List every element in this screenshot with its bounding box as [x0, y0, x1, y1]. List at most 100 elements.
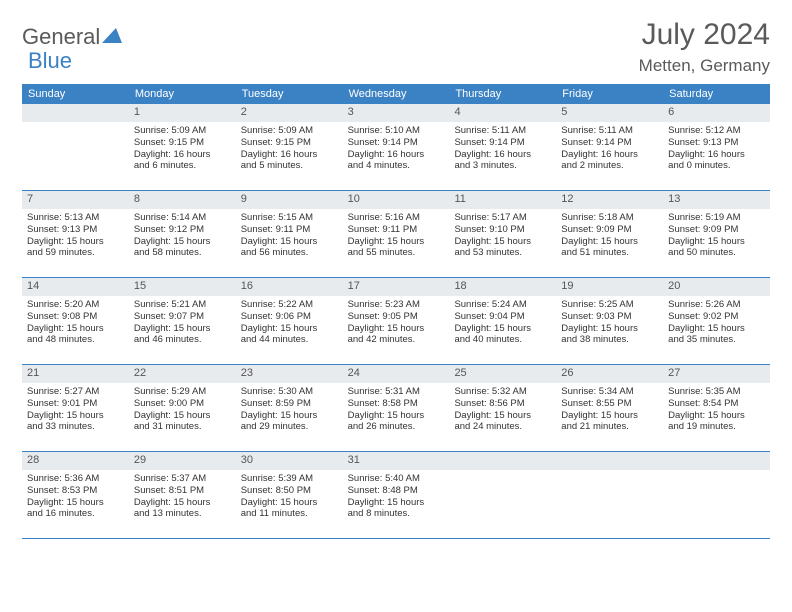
- day-line-d2: and 31 minutes.: [134, 421, 231, 433]
- day-number: 6: [663, 104, 770, 122]
- day-line-sunset: Sunset: 8:56 PM: [454, 398, 551, 410]
- day-line-d1: Daylight: 16 hours: [241, 149, 338, 161]
- day-body: Sunrise: 5:16 AMSunset: 9:11 PMDaylight:…: [343, 209, 450, 265]
- day-cell: 8Sunrise: 5:14 AMSunset: 9:12 PMDaylight…: [129, 191, 236, 277]
- day-cell: 19Sunrise: 5:25 AMSunset: 9:03 PMDayligh…: [556, 278, 663, 364]
- day-line-sunrise: Sunrise: 5:27 AM: [27, 386, 124, 398]
- day-line-sunset: Sunset: 9:15 PM: [241, 137, 338, 149]
- day-line-d1: Daylight: 15 hours: [134, 323, 231, 335]
- day-line-sunset: Sunset: 9:08 PM: [27, 311, 124, 323]
- week-row: 28Sunrise: 5:36 AMSunset: 8:53 PMDayligh…: [22, 452, 770, 539]
- day-line-d1: Daylight: 15 hours: [27, 497, 124, 509]
- day-body: Sunrise: 5:35 AMSunset: 8:54 PMDaylight:…: [663, 383, 770, 439]
- day-line-d1: Daylight: 15 hours: [134, 410, 231, 422]
- day-number: 20: [663, 278, 770, 296]
- day-line-d2: and 58 minutes.: [134, 247, 231, 259]
- day-line-sunrise: Sunrise: 5:17 AM: [454, 212, 551, 224]
- day-line-sunrise: Sunrise: 5:16 AM: [348, 212, 445, 224]
- day-line-d2: and 51 minutes.: [561, 247, 658, 259]
- day-line-d1: Daylight: 15 hours: [348, 410, 445, 422]
- day-line-d1: Daylight: 16 hours: [454, 149, 551, 161]
- day-body: Sunrise: 5:32 AMSunset: 8:56 PMDaylight:…: [449, 383, 556, 439]
- day-line-sunrise: Sunrise: 5:12 AM: [668, 125, 765, 137]
- day-line-d2: and 46 minutes.: [134, 334, 231, 346]
- day-line-d2: and 11 minutes.: [241, 508, 338, 520]
- day-line-sunset: Sunset: 8:55 PM: [561, 398, 658, 410]
- day-line-d2: and 56 minutes.: [241, 247, 338, 259]
- day-line-sunrise: Sunrise: 5:14 AM: [134, 212, 231, 224]
- day-line-sunset: Sunset: 9:14 PM: [454, 137, 551, 149]
- day-body: Sunrise: 5:09 AMSunset: 9:15 PMDaylight:…: [129, 122, 236, 178]
- day-line-d1: Daylight: 15 hours: [241, 323, 338, 335]
- weekday-label: Saturday: [663, 84, 770, 104]
- day-body: Sunrise: 5:19 AMSunset: 9:09 PMDaylight:…: [663, 209, 770, 265]
- day-line-d1: Daylight: 15 hours: [348, 497, 445, 509]
- day-line-d2: and 59 minutes.: [27, 247, 124, 259]
- day-line-sunset: Sunset: 9:01 PM: [27, 398, 124, 410]
- day-line-sunset: Sunset: 9:05 PM: [348, 311, 445, 323]
- day-line-sunrise: Sunrise: 5:11 AM: [561, 125, 658, 137]
- day-line-sunrise: Sunrise: 5:40 AM: [348, 473, 445, 485]
- day-number: 8: [129, 191, 236, 209]
- day-line-d1: Daylight: 15 hours: [454, 410, 551, 422]
- day-line-d1: Daylight: 15 hours: [134, 497, 231, 509]
- day-line-sunrise: Sunrise: 5:37 AM: [134, 473, 231, 485]
- day-line-sunrise: Sunrise: 5:21 AM: [134, 299, 231, 311]
- day-line-d1: Daylight: 15 hours: [241, 497, 338, 509]
- day-body: Sunrise: 5:12 AMSunset: 9:13 PMDaylight:…: [663, 122, 770, 178]
- day-body: Sunrise: 5:13 AMSunset: 9:13 PMDaylight:…: [22, 209, 129, 265]
- day-line-d2: and 29 minutes.: [241, 421, 338, 433]
- day-line-d2: and 16 minutes.: [27, 508, 124, 520]
- day-line-d1: Daylight: 15 hours: [561, 236, 658, 248]
- day-line-sunrise: Sunrise: 5:23 AM: [348, 299, 445, 311]
- day-number: 19: [556, 278, 663, 296]
- day-line-d1: Daylight: 16 hours: [561, 149, 658, 161]
- day-cell: 1Sunrise: 5:09 AMSunset: 9:15 PMDaylight…: [129, 104, 236, 190]
- day-line-d2: and 19 minutes.: [668, 421, 765, 433]
- day-body: Sunrise: 5:20 AMSunset: 9:08 PMDaylight:…: [22, 296, 129, 352]
- weekday-row: SundayMondayTuesdayWednesdayThursdayFrid…: [22, 84, 770, 104]
- day-number: 2: [236, 104, 343, 122]
- day-line-d2: and 44 minutes.: [241, 334, 338, 346]
- day-line-sunrise: Sunrise: 5:15 AM: [241, 212, 338, 224]
- day-body: Sunrise: 5:17 AMSunset: 9:10 PMDaylight:…: [449, 209, 556, 265]
- day-line-d2: and 53 minutes.: [454, 247, 551, 259]
- day-line-d2: and 5 minutes.: [241, 160, 338, 172]
- day-line-sunset: Sunset: 9:04 PM: [454, 311, 551, 323]
- day-body: Sunrise: 5:40 AMSunset: 8:48 PMDaylight:…: [343, 470, 450, 526]
- day-body: Sunrise: 5:21 AMSunset: 9:07 PMDaylight:…: [129, 296, 236, 352]
- day-line-sunrise: Sunrise: 5:34 AM: [561, 386, 658, 398]
- day-cell: 23Sunrise: 5:30 AMSunset: 8:59 PMDayligh…: [236, 365, 343, 451]
- day-line-sunrise: Sunrise: 5:26 AM: [668, 299, 765, 311]
- day-cell: 15Sunrise: 5:21 AMSunset: 9:07 PMDayligh…: [129, 278, 236, 364]
- day-line-sunset: Sunset: 9:02 PM: [668, 311, 765, 323]
- day-line-d1: Daylight: 15 hours: [348, 323, 445, 335]
- day-number: 17: [343, 278, 450, 296]
- day-number: 26: [556, 365, 663, 383]
- day-body: Sunrise: 5:39 AMSunset: 8:50 PMDaylight:…: [236, 470, 343, 526]
- day-body: Sunrise: 5:09 AMSunset: 9:15 PMDaylight:…: [236, 122, 343, 178]
- day-number: 12: [556, 191, 663, 209]
- day-line-d1: Daylight: 15 hours: [561, 410, 658, 422]
- day-line-d2: and 42 minutes.: [348, 334, 445, 346]
- day-line-sunset: Sunset: 9:09 PM: [668, 224, 765, 236]
- day-body: Sunrise: 5:29 AMSunset: 9:00 PMDaylight:…: [129, 383, 236, 439]
- day-line-sunrise: Sunrise: 5:32 AM: [454, 386, 551, 398]
- header: General July 2024 Metten, Germany: [22, 18, 770, 76]
- day-body: Sunrise: 5:11 AMSunset: 9:14 PMDaylight:…: [556, 122, 663, 178]
- day-cell: 29Sunrise: 5:37 AMSunset: 8:51 PMDayligh…: [129, 452, 236, 538]
- day-line-sunrise: Sunrise: 5:29 AM: [134, 386, 231, 398]
- day-number: 27: [663, 365, 770, 383]
- day-cell: [663, 452, 770, 538]
- day-line-sunrise: Sunrise: 5:20 AM: [27, 299, 124, 311]
- day-line-d2: and 35 minutes.: [668, 334, 765, 346]
- day-line-sunset: Sunset: 8:59 PM: [241, 398, 338, 410]
- day-cell: 14Sunrise: 5:20 AMSunset: 9:08 PMDayligh…: [22, 278, 129, 364]
- day-cell: 22Sunrise: 5:29 AMSunset: 9:00 PMDayligh…: [129, 365, 236, 451]
- weekday-label: Monday: [129, 84, 236, 104]
- day-line-d2: and 38 minutes.: [561, 334, 658, 346]
- day-line-d1: Daylight: 15 hours: [134, 236, 231, 248]
- day-line-sunset: Sunset: 9:00 PM: [134, 398, 231, 410]
- weekday-label: Sunday: [22, 84, 129, 104]
- day-cell: 21Sunrise: 5:27 AMSunset: 9:01 PMDayligh…: [22, 365, 129, 451]
